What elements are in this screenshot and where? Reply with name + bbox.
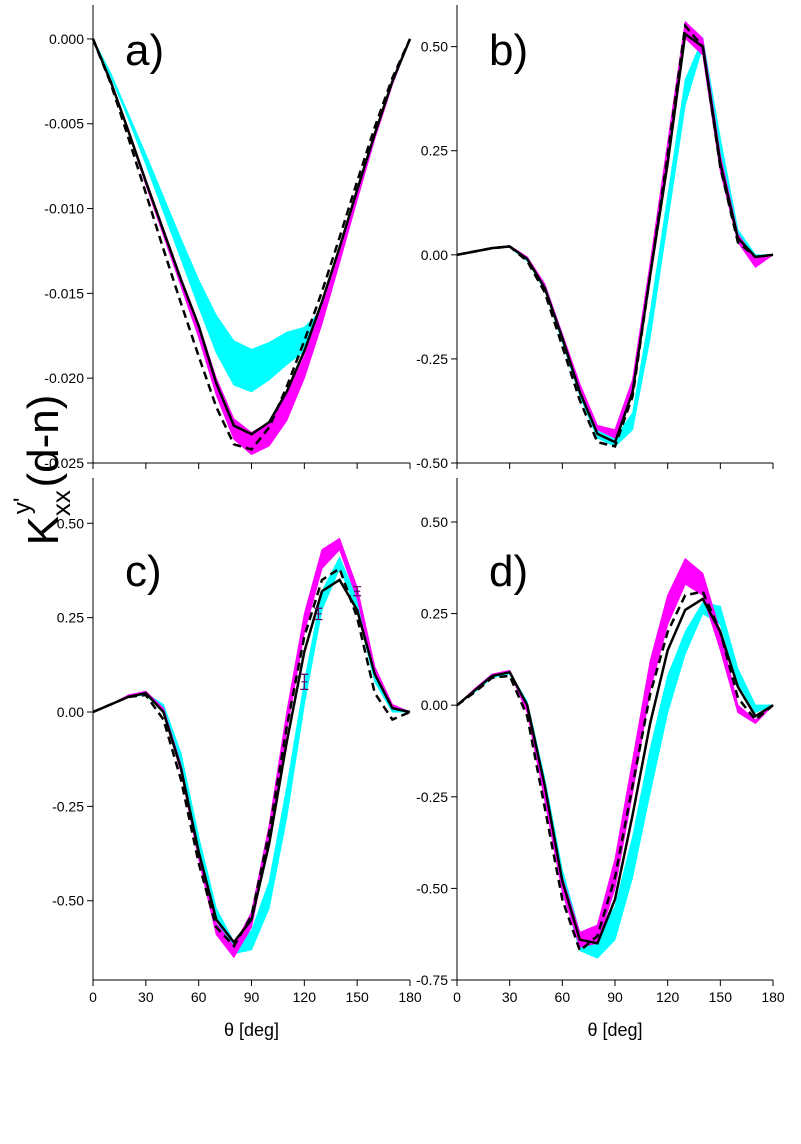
- x-axis-label: θ [deg]: [224, 1020, 279, 1040]
- band: [456, 20, 774, 439]
- x-tick-label: 90: [607, 989, 623, 1005]
- x-tick-label: 180: [761, 989, 785, 1005]
- y-tick-label: -0.25: [416, 789, 448, 805]
- x-tick-label: 150: [709, 989, 733, 1005]
- curve: [456, 31, 774, 444]
- x-tick-label: 120: [293, 989, 317, 1005]
- y-tick-label: 0.50: [421, 39, 448, 55]
- curve: [91, 38, 412, 451]
- y-label-sup: y': [9, 497, 36, 514]
- y-tick-label: 0.00: [421, 247, 448, 263]
- curve: [456, 597, 774, 945]
- curve: [456, 590, 774, 953]
- y-tick-label: 0.25: [421, 143, 448, 159]
- panel-label: c): [125, 547, 162, 596]
- curve: [456, 22, 774, 448]
- panel-label: b): [489, 26, 528, 75]
- x-tick-label: 90: [244, 989, 260, 1005]
- panel-label: d): [489, 547, 528, 596]
- curve: [91, 38, 412, 436]
- x-tick-label: 150: [345, 989, 369, 1005]
- panel: 0.50 0.25 0.00 -0.25 -0.50 b): [416, 5, 774, 471]
- y-tick-label: 0.00: [421, 697, 448, 713]
- x-tick-label: 30: [138, 989, 154, 1005]
- y-label-sub: xx: [46, 490, 76, 516]
- curve: [92, 566, 411, 949]
- y-label-unit: (d-n): [19, 395, 68, 488]
- x-tick-label: 180: [398, 989, 422, 1005]
- x-tick-label: 0: [453, 989, 461, 1005]
- y-tick-label: -0.025: [44, 455, 84, 471]
- y-tick-label: 0.25: [57, 610, 84, 626]
- panel-label: a): [125, 26, 164, 75]
- curve: [92, 578, 411, 945]
- y-tick-label: -0.015: [44, 285, 84, 301]
- panel: 0.000 -0.005 -0.010 -0.015 -0.020 -0.025 a): [44, 5, 412, 471]
- y-tick-label: -0.010: [44, 201, 84, 217]
- x-tick-label: 60: [191, 989, 207, 1005]
- y-tick-label: -0.25: [416, 351, 448, 367]
- band: [456, 557, 774, 948]
- band: [92, 38, 411, 393]
- x-axis-label: θ [deg]: [587, 1020, 642, 1040]
- y-tick-label: -0.005: [44, 116, 84, 132]
- y-axis-label: Kxx y' (d-n): [9, 395, 76, 546]
- x-tick-label: 60: [555, 989, 571, 1005]
- y-tick-label: -0.75: [416, 972, 448, 988]
- panel: 0.50 0.25 0.00 -0.25 -0.50 -0.75 0 30 60 90 120 150…: [416, 478, 785, 1040]
- band: [92, 537, 411, 959]
- error-bar: [300, 673, 309, 690]
- y-tick-label: -0.50: [416, 880, 448, 896]
- band: [456, 36, 774, 447]
- x-tick-label: 30: [502, 989, 518, 1005]
- y-tick-label: -0.25: [52, 798, 84, 814]
- y-tick-label: 0.00: [57, 704, 84, 720]
- y-tick-label: 0.50: [57, 515, 84, 531]
- y-tick-label: 0.25: [421, 606, 448, 622]
- error-bar: [353, 586, 362, 597]
- x-tick-label: 120: [656, 989, 680, 1005]
- panel: 0.50 0.25 0.00 -0.25 -0.50 0 30 60 90 120 150 180 θ …: [52, 478, 422, 1040]
- y-tick-label: 0.50: [421, 514, 448, 530]
- y-tick-label: -0.020: [44, 370, 84, 386]
- y-tick-label: -0.50: [416, 455, 448, 471]
- y-label-main: K: [19, 516, 68, 545]
- x-tick-label: 0: [89, 989, 97, 1005]
- y-tick-label: 0.000: [49, 31, 84, 47]
- error-bar: [314, 607, 323, 621]
- y-tick-label: -0.50: [52, 893, 84, 909]
